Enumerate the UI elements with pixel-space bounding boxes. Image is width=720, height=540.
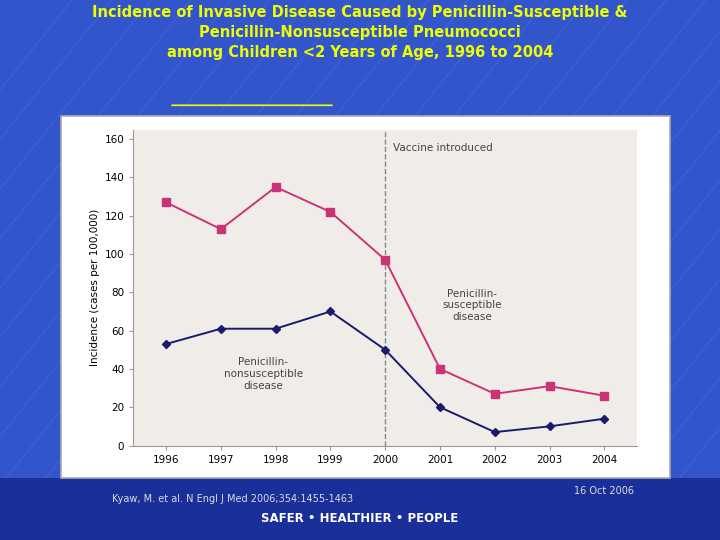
Text: 16 Oct 2006: 16 Oct 2006 xyxy=(574,487,634,496)
Bar xyxy=(0,478,720,540)
Text: Vaccine introduced: Vaccine introduced xyxy=(393,143,493,153)
Bar xyxy=(61,116,670,478)
Text: Penicillin-
susceptible
disease: Penicillin- susceptible disease xyxy=(443,288,503,322)
Text: SAFER • HEALTHIER • PEOPLE: SAFER • HEALTHIER • PEOPLE xyxy=(261,512,459,525)
Y-axis label: Incidence (cases per 100,000): Incidence (cases per 100,000) xyxy=(90,209,100,366)
Text: Incidence of Invasive Disease Caused by Penicillin-Susceptible &
Penicillin-Nons: Incidence of Invasive Disease Caused by … xyxy=(92,5,628,60)
Text: Penicillin-
nonsusceptible
disease: Penicillin- nonsusceptible disease xyxy=(224,357,302,390)
Text: Kyaw, M. et al. N Engl J Med 2006;354:1455-1463: Kyaw, M. et al. N Engl J Med 2006;354:14… xyxy=(112,495,353,504)
